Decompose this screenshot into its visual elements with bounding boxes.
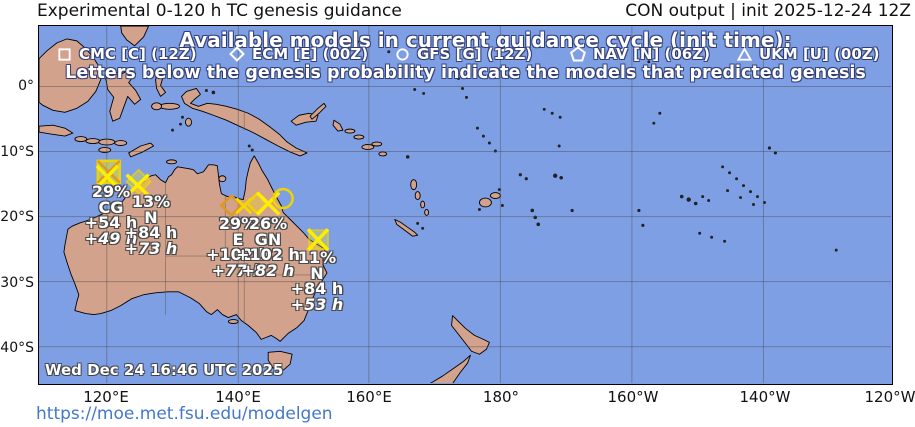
- legend-label: GFS [G] (12Z): [417, 45, 533, 63]
- legend-label: NAV [N] (06Z): [593, 45, 710, 63]
- sulawesi-landmass: [105, 69, 142, 122]
- pentagon-icon: [570, 46, 586, 62]
- verify-time-label: +53 h: [290, 294, 344, 314]
- gfs-circle-icon: [272, 187, 294, 210]
- probability-label: 26%: [248, 214, 288, 233]
- y-tick-label: 30°S: [0, 275, 34, 291]
- legend-item-nav: NAV [N] (06Z): [570, 45, 710, 63]
- x-cross-orange-icon: [96, 159, 121, 184]
- modelgen-link[interactable]: https://moe.met.fsu.edu/modelgen: [36, 404, 333, 424]
- genesis-marker-label: 26% GN +102 h +82 h: [236, 216, 300, 278]
- models-label: GN: [254, 229, 282, 249]
- map-timestamp: Wed Dec 24 16:46 UTC 2025: [45, 361, 284, 379]
- australia-landmass: [63, 155, 328, 342]
- circle-icon: [396, 47, 409, 61]
- diamond-icon: [229, 46, 245, 62]
- java-landmass: [39, 124, 74, 137]
- genesis-symbol-2: [125, 168, 153, 197]
- internal-borders: [165, 111, 317, 324]
- verify-time-label: +73 h: [124, 238, 178, 258]
- vanuatu-islands: [410, 179, 418, 191]
- legend-label: CMC [C] (12Z): [79, 45, 197, 63]
- x-tick-label: 180°: [482, 388, 520, 406]
- x-cross-icon: [125, 173, 150, 197]
- legend-label: UKM [U] (00Z): [759, 45, 880, 63]
- lead-time-label: +102 h: [236, 245, 300, 264]
- page-title: Experimental 0-120 h TC genesis guidance: [37, 1, 402, 21]
- y-tick-label: 10°S: [0, 144, 34, 160]
- x-tick-label: 140°E: [215, 388, 261, 406]
- lead-time-label: +84 h: [290, 279, 344, 298]
- models-label: E: [232, 229, 244, 249]
- genesis-marker-label: 13% N +84 h +73 h: [125, 194, 178, 256]
- overlay-subheading: Letters below the genesis probability in…: [65, 63, 866, 83]
- probability-label: 29%: [91, 182, 131, 201]
- genesis-marker-label: 29% CG +54 h +49 h: [85, 184, 138, 246]
- nz-north-island: [451, 315, 490, 355]
- x-tick-label: 120°E: [83, 388, 129, 406]
- island-dots: [171, 37, 838, 252]
- graticule: [39, 26, 891, 383]
- tasmania-landmass: [267, 350, 293, 372]
- y-tick-label: 20°S: [0, 209, 34, 225]
- models-label: N: [144, 207, 158, 227]
- x-tick-label: 160°E: [346, 388, 392, 406]
- lead-time-label: +102 h: [206, 245, 270, 264]
- x-cross-icon: [255, 191, 281, 216]
- models-label: CG: [98, 197, 124, 217]
- probability-label: 11%: [297, 248, 337, 267]
- legend-label: ECM [E] (00Z): [252, 45, 369, 63]
- probability-label: 29%: [218, 214, 258, 233]
- new-ireland-landmass: [309, 102, 327, 120]
- verify-time-label: +49 h: [84, 228, 138, 248]
- x-tick-label: 120°W: [864, 388, 915, 406]
- borneo-landmass: [39, 38, 102, 113]
- x-tick-label: 140°W: [739, 388, 791, 406]
- x-cross-icon: [95, 164, 119, 189]
- models-label: N: [310, 263, 324, 283]
- bougainville-landmass: [332, 119, 344, 132]
- genesis-symbol-5: [306, 228, 330, 252]
- overlay-heading: Available models in current guidance cyc…: [179, 28, 792, 52]
- genesis-symbol-3: [219, 187, 294, 218]
- fiji-islands: [479, 197, 492, 208]
- x-tick-label: 160°W: [607, 388, 659, 406]
- model-legend: CMC [C] (12Z) ECM [E] (00Z) GFS [G] (12Z…: [39, 45, 892, 63]
- basemap-svg: [39, 26, 891, 383]
- nz-south-island: [430, 354, 471, 383]
- legend-item-gfs: GFS [G] (12Z): [395, 45, 532, 63]
- verify-time-label: +82 h: [241, 260, 295, 280]
- new-caledonia-landmass: [394, 218, 419, 237]
- lead-time-label: +84 h: [124, 223, 178, 242]
- legend-item-ecm: ECM [E] (00Z): [229, 45, 368, 63]
- lead-time-label: +54 h: [84, 213, 138, 232]
- timor-landmass: [128, 142, 155, 158]
- init-time-title: CON output | init 2025-12-24 12Z: [625, 1, 911, 21]
- y-tick-label: 40°S: [0, 340, 34, 356]
- genesis-marker-label: 11% N +84 h +53 h: [291, 250, 344, 312]
- genesis-symbols: [95, 159, 330, 252]
- genesis-symbol-1: [95, 159, 121, 189]
- legend-item-cmc: CMC [C] (12Z): [57, 45, 197, 63]
- y-tick-label: 0°: [18, 78, 34, 94]
- square-icon: [58, 47, 71, 61]
- triangle-icon: [737, 46, 752, 61]
- verify-time-label: +77 h: [211, 260, 265, 280]
- genesis-marker-label: 29% E +102 h +77 h: [206, 216, 270, 278]
- mindanao-landmass: [120, 26, 150, 47]
- legend-item-ukm: UKM [U] (00Z): [737, 45, 880, 63]
- halmahera-landmass: [155, 74, 167, 97]
- probability-label: 13%: [131, 192, 171, 211]
- x-cross-icon: [306, 228, 330, 252]
- map-canvas: Available models in current guidance cyc…: [38, 25, 893, 385]
